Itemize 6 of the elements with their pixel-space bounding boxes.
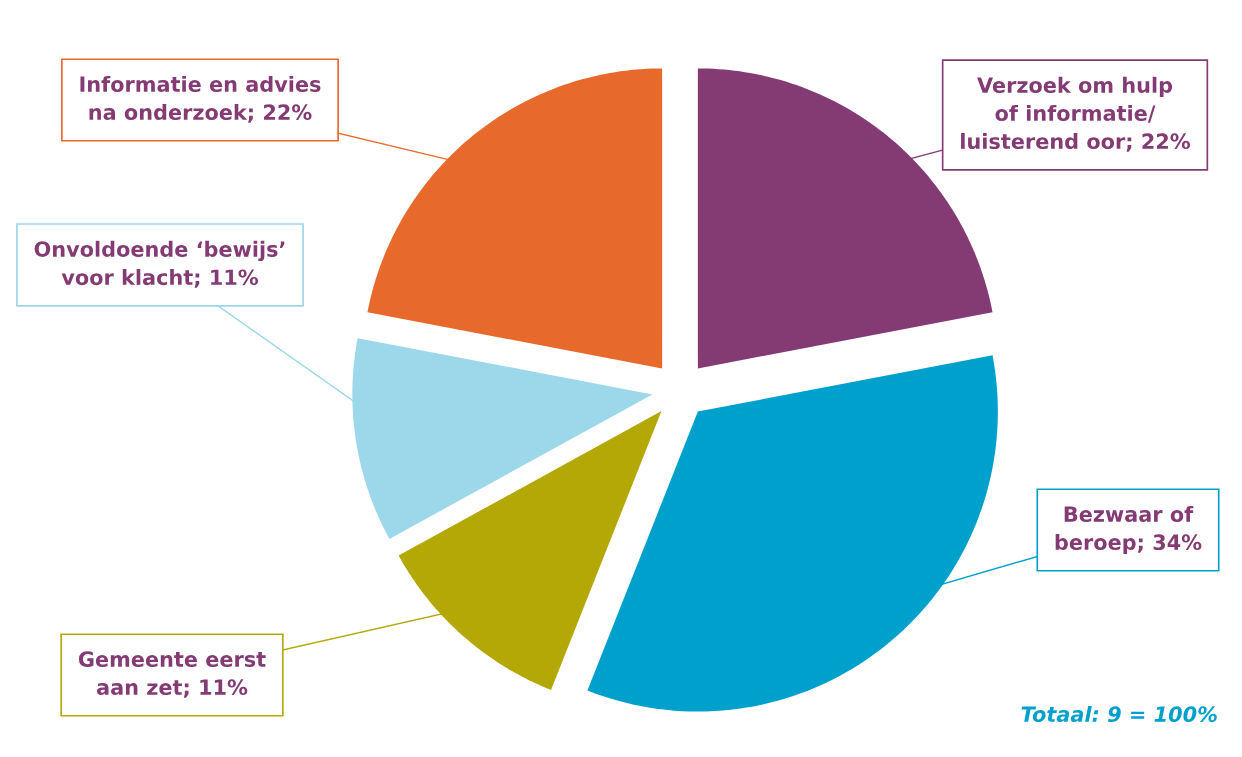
text: Totaal: 9 = 100% (1021, 705, 1217, 723)
slice-label: Verzoek om hulp of informatie/ luisterend oor; 22% (961, 76, 1191, 152)
slice-label: Gemeente eerst aan zet; 11% (78, 651, 266, 698)
slice-label: Bezwaar of beroep; 34% (1055, 505, 1202, 555)
slice-label: Informatie en advies na onderzoek; 22% (80, 75, 321, 123)
slice-label: Onvoldoende ‘bewijs’ voor klacht; 11% (34, 240, 285, 288)
